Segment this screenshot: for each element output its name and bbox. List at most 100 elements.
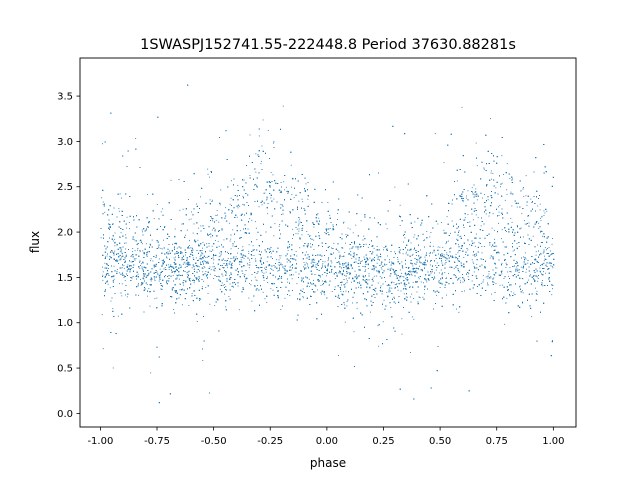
data-point [262,291,264,293]
data-point [205,271,207,272]
data-point [469,288,471,290]
data-point [287,250,289,251]
data-point [535,293,537,294]
data-point [183,256,184,257]
data-point [480,225,482,227]
data-point [490,276,492,278]
data-point [209,234,210,235]
data-point [116,271,118,272]
data-point [199,256,201,258]
data-point [261,145,263,147]
data-point [110,256,111,258]
data-point [249,261,251,263]
data-point [271,269,273,270]
data-point [352,302,353,304]
data-point [403,241,404,243]
data-point [191,293,193,294]
data-point [335,257,336,259]
data-point [134,250,136,252]
data-point [256,184,258,186]
data-point [304,190,306,191]
data-point [449,248,450,250]
data-point [322,280,324,282]
data-point [198,259,199,261]
data-point [174,259,176,260]
data-point [548,247,550,249]
data-point [266,302,268,303]
data-point [279,224,281,225]
data-point [198,243,200,245]
data-point [178,274,180,276]
data-point [292,228,294,230]
data-point [295,271,297,273]
data-point [299,299,300,300]
data-point [537,280,539,282]
data-point [203,262,204,264]
data-point [229,275,230,277]
data-point [437,246,439,248]
data-point [475,142,477,144]
data-point [185,263,187,265]
data-point [280,204,282,205]
data-point [303,262,305,263]
data-point [101,314,103,316]
data-point [202,253,204,255]
data-point [495,283,497,285]
data-point [369,257,371,259]
data-point [265,271,267,273]
data-point [467,276,469,278]
data-point [283,181,285,183]
data-point [519,285,521,287]
data-point [537,205,539,207]
data-point [523,187,524,188]
data-point [467,272,469,274]
data-point [492,173,494,174]
data-point [525,258,527,260]
data-point [214,305,216,307]
data-point [255,227,257,229]
data-point [225,207,226,209]
data-point [410,242,412,244]
data-point [121,252,123,254]
data-point [551,266,553,267]
data-point [527,216,529,217]
data-point [209,303,211,305]
data-point [539,270,541,272]
data-point [405,253,407,255]
data-point [181,274,183,276]
data-point [483,246,485,247]
data-point [393,269,394,271]
data-point [550,265,552,267]
data-point [313,279,314,281]
data-point [426,281,428,283]
data-point [350,251,352,253]
data-point [460,280,462,282]
data-point [476,165,478,167]
data-point [463,257,465,258]
data-point [217,240,219,242]
data-point [535,287,536,289]
data-point [223,284,225,285]
data-point [232,257,234,259]
data-point [499,204,501,206]
data-point [105,275,106,277]
data-point [401,333,403,335]
data-point [343,291,344,293]
data-point [270,268,272,269]
data-point [310,262,312,264]
data-point [118,263,119,264]
data-point [476,199,478,201]
data-point [501,229,503,231]
data-point [158,275,160,277]
data-point [344,304,346,306]
data-point [524,252,526,254]
data-point [186,264,188,265]
data-point [416,259,418,261]
data-point [317,262,319,264]
data-point [504,199,506,201]
data-point [222,265,223,266]
data-point [202,360,204,361]
data-point [278,264,280,266]
data-point [380,290,381,292]
data-point [413,267,415,269]
